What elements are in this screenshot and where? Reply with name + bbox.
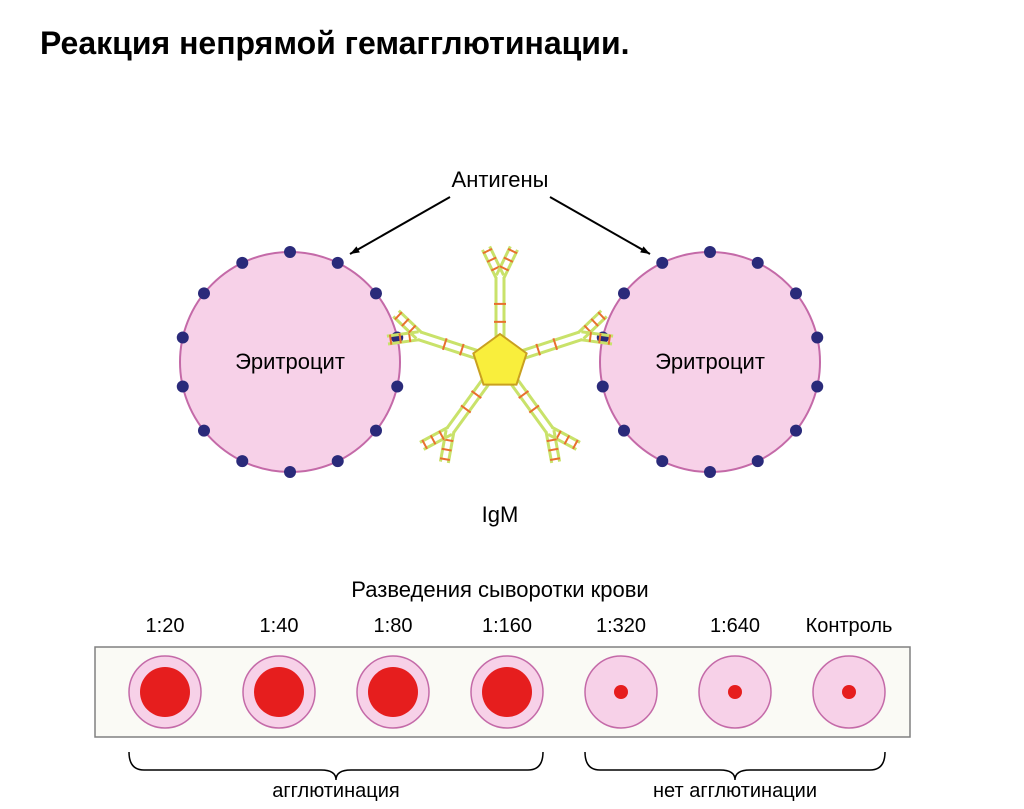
svg-text:1:640: 1:640 bbox=[710, 615, 760, 637]
svg-text:IgM: IgM bbox=[482, 502, 519, 527]
page-title: Реакция непрямой гемагглютинации. bbox=[0, 0, 1024, 62]
svg-text:Эритроцит: Эритроцит bbox=[655, 349, 765, 374]
svg-text:Контроль: Контроль bbox=[806, 615, 893, 637]
svg-text:Антигены: Антигены bbox=[452, 167, 549, 192]
svg-text:Эритроцит: Эритроцит bbox=[235, 349, 345, 374]
svg-text:1:20: 1:20 bbox=[146, 615, 185, 637]
svg-text:1:40: 1:40 bbox=[260, 615, 299, 637]
svg-text:1:80: 1:80 bbox=[374, 615, 413, 637]
svg-text:1:320: 1:320 bbox=[596, 615, 646, 637]
svg-text:нет агглютинации: нет агглютинации bbox=[653, 780, 817, 802]
diagram-svg: Антигены Эритроцит Эритроцит IgM Разведения … bbox=[0, 62, 1024, 809]
svg-text:1:160: 1:160 bbox=[482, 615, 532, 637]
svg-text:агглютинация: агглютинация bbox=[272, 780, 399, 802]
svg-text:Разведения сыворотки крови: Разведения сыворотки крови bbox=[351, 577, 648, 602]
